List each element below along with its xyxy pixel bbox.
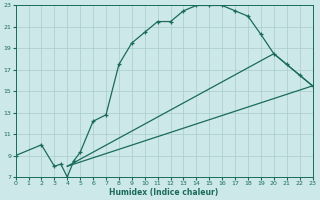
X-axis label: Humidex (Indice chaleur): Humidex (Indice chaleur): [109, 188, 219, 197]
